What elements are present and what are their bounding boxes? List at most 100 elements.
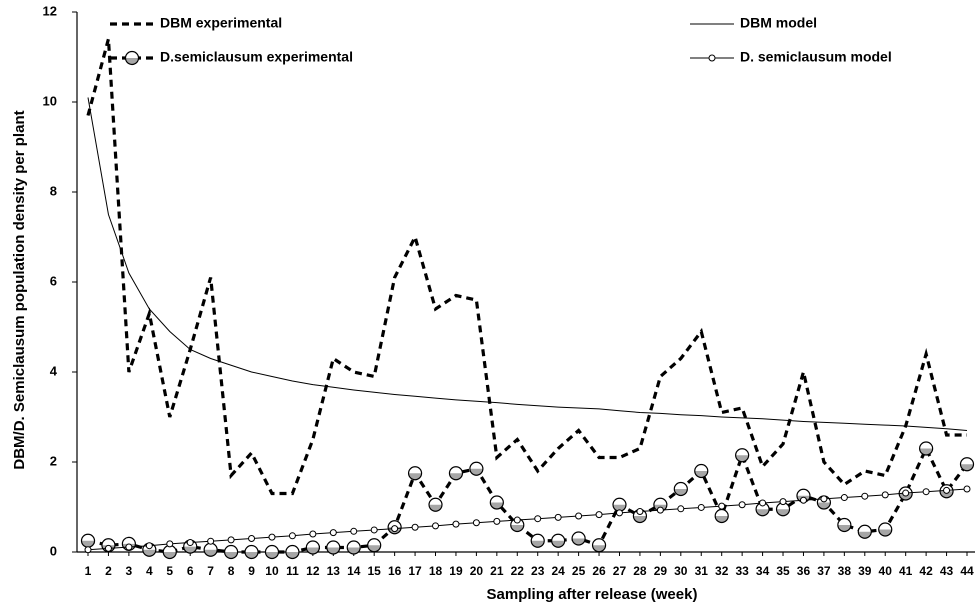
x-tick-label: 12 (306, 564, 320, 578)
data-point (145, 542, 153, 550)
data-point (799, 496, 807, 504)
x-tick-label: 23 (531, 564, 545, 578)
legend-label: DBM experimental (160, 15, 282, 31)
marker-fill (347, 547, 361, 554)
data-point (857, 524, 872, 539)
x-tick-label: 36 (797, 564, 811, 578)
marker-fill (408, 473, 422, 480)
data-point (367, 538, 382, 553)
data-point (407, 466, 423, 481)
marker-fill (756, 509, 770, 516)
y-tick-label: 6 (50, 273, 57, 288)
y-tick-label: 4 (50, 363, 58, 378)
data-point (595, 511, 603, 519)
x-tick-label: 24 (551, 564, 565, 578)
data-point (943, 486, 951, 494)
x-axis-title: Sampling after release (week) (487, 586, 698, 603)
x-tick-label: 9 (248, 564, 255, 578)
legend-marker (124, 50, 140, 66)
legend-label: D.semiclausum experimental (160, 49, 353, 65)
x-tick-label: 37 (817, 564, 831, 578)
series-line (87, 488, 968, 551)
data-point (432, 522, 440, 530)
data-point (472, 519, 480, 527)
x-tick-label: 21 (490, 564, 504, 578)
x-tick-label: 18 (429, 564, 443, 578)
series-line (87, 444, 969, 554)
data-point (922, 488, 930, 496)
data-point (534, 515, 542, 523)
x-tick-label: 38 (838, 564, 852, 578)
marker-fill (326, 547, 340, 554)
marker-fill (204, 549, 218, 557)
x-tick-label: 4 (146, 564, 153, 578)
data-point (963, 485, 971, 493)
x-tick-label: 27 (613, 564, 627, 578)
data-point (697, 503, 705, 511)
x-tick-label: 2 (105, 564, 112, 578)
data-point (428, 497, 443, 512)
x-tick-label: 15 (368, 564, 382, 578)
data-point (677, 505, 685, 513)
marker-fill (163, 552, 177, 559)
data-point (309, 530, 317, 538)
x-tick-label: 10 (265, 564, 279, 578)
x-tick-label: 7 (207, 564, 214, 578)
data-point (837, 517, 852, 533)
marker-fill (735, 455, 749, 462)
marker-fill (367, 545, 381, 552)
marker-fill (572, 538, 586, 545)
data-point (779, 498, 787, 506)
marker-fill (265, 552, 279, 559)
x-tick-label: 41 (899, 564, 913, 578)
data-point (305, 540, 320, 555)
marker-fill (490, 502, 504, 509)
marker-fill (715, 516, 729, 523)
x-tick-label: 43 (940, 564, 954, 578)
marker-fill (224, 552, 238, 559)
y-tick-label: 10 (43, 93, 57, 108)
legend-marker (708, 54, 716, 62)
x-tick-label: 32 (715, 564, 729, 578)
marker-fill (183, 546, 197, 554)
data-point (881, 491, 889, 499)
x-tick-label: 11 (286, 564, 299, 578)
data-point (861, 492, 869, 500)
marker-fill (899, 493, 913, 501)
legend-label: D. semiclausum model (740, 49, 892, 65)
x-tick-label: 34 (756, 564, 770, 578)
data-point (615, 509, 623, 517)
data-point (530, 533, 545, 548)
marker-fill (531, 540, 545, 548)
marker-fill (858, 531, 872, 539)
series-line (87, 97, 968, 431)
marker-fill (429, 504, 443, 512)
x-tick-label: 16 (388, 564, 402, 578)
marker-fill (551, 540, 565, 548)
data-point (268, 533, 276, 541)
x-tick-label: 13 (327, 564, 341, 578)
data-point (591, 538, 607, 553)
data-point (346, 540, 361, 555)
data-point (469, 461, 484, 476)
data-point (329, 529, 337, 537)
x-tick-label: 42 (919, 564, 933, 578)
y-axis-title: DBM/D. Semiclausum population density pe… (11, 110, 28, 469)
marker-fill (612, 504, 626, 512)
data-point (738, 501, 746, 509)
marker-fill (776, 509, 790, 516)
marker-fill (960, 464, 974, 471)
marker-fill (449, 473, 463, 480)
x-tick-label: 29 (654, 564, 668, 578)
data-point (551, 533, 566, 548)
data-point (513, 516, 521, 524)
data-point (959, 457, 975, 472)
data-point (718, 502, 726, 510)
x-tick-label: 30 (674, 564, 688, 578)
x-tick-label: 35 (776, 564, 790, 578)
x-tick-label: 40 (879, 564, 893, 578)
x-tick-label: 1 (85, 564, 92, 578)
data-point (820, 495, 828, 503)
